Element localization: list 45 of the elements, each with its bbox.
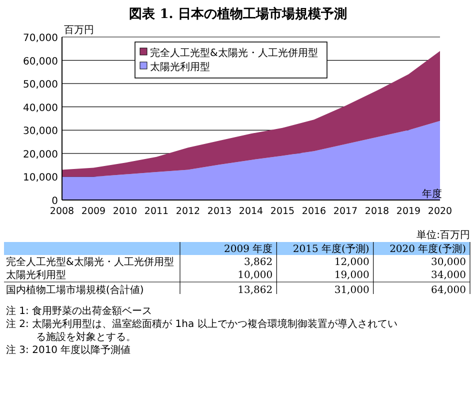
y-tick-label: 50,000	[23, 80, 58, 91]
text: 完全人工光型&太陽光・人工光併用型	[6, 256, 174, 268]
text: 国内植物工場市場規模(合計値)	[6, 284, 144, 296]
text: 31,000	[334, 285, 370, 296]
text: 30,000	[431, 257, 466, 268]
y-tick-label: 0	[52, 196, 58, 207]
x-axis-title: 年度	[422, 188, 442, 200]
text: 注 1: 食用野菜の出荷金額ベース	[6, 305, 152, 317]
text: 13,862	[238, 285, 273, 296]
legend-label: 完全人工光型&太陽光・人工光併用型	[150, 47, 318, 59]
y-tick-label: 30,000	[23, 126, 58, 138]
y-tick-label: 60,000	[23, 56, 58, 68]
x-tick-label: 2020	[428, 206, 452, 217]
text: 19,000	[334, 270, 370, 281]
x-tick-label: 2019	[396, 206, 421, 217]
x-tick-label: 2014	[238, 206, 264, 217]
y-tick-label: 40,000	[23, 102, 58, 114]
x-tick-label: 2016	[302, 206, 326, 217]
text: 2015 年度(予測)	[292, 243, 370, 255]
x-tick-label: 2009	[81, 206, 106, 217]
x-tick-label: 2008	[50, 206, 74, 217]
x-tick-label: 2018	[364, 206, 390, 217]
text: 10,000	[238, 270, 273, 281]
text: 12,000	[334, 257, 370, 268]
text: 太陽光利用型	[6, 269, 66, 281]
chart-title: 図表 1. 日本の植物工場市場規模予測	[129, 6, 347, 22]
y-tick-label: 10,000	[23, 172, 58, 184]
legend-label: 太陽光利用型	[150, 61, 210, 73]
x-tick-label: 2012	[176, 206, 200, 217]
text: 2009 年度	[224, 243, 273, 255]
x-tick-label: 2010	[112, 206, 138, 217]
text: 64,000	[431, 285, 466, 296]
text: 2020 年度(予測)	[390, 243, 466, 255]
x-tick-label: 2015	[270, 206, 295, 217]
y-tick-label: 70,000	[23, 33, 58, 44]
text: 3,862	[244, 257, 273, 268]
x-tick-label: 2011	[144, 206, 169, 217]
text: 単位:百万円	[416, 229, 470, 241]
x-tick-label: 2013	[207, 206, 232, 217]
text: 注 3: 2010 年度以降予測値	[6, 344, 131, 356]
text: 注 2: 太陽光利用型は、温室総面積が 1ha 以上でかつ複合環境制御装置が導入されている施設を対象とする。	[6, 318, 398, 343]
y-tick-label: 20,000	[23, 149, 58, 160]
y-axis-title: 百万円	[64, 25, 94, 36]
x-tick-label: 2017	[333, 206, 358, 217]
text: 34,000	[431, 270, 466, 281]
